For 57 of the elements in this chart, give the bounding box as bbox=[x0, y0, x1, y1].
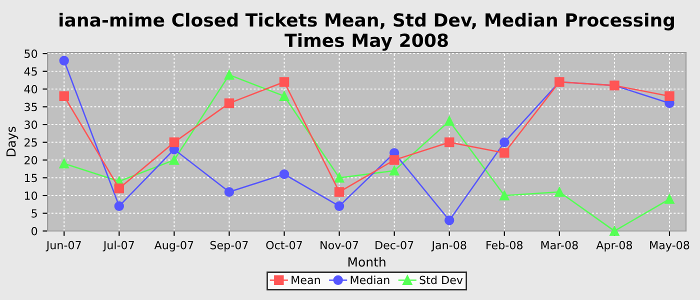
legend-label: Median bbox=[350, 276, 390, 284]
x-tick-label: Sep-07 bbox=[210, 240, 248, 252]
point bbox=[610, 226, 620, 236]
point bbox=[334, 201, 344, 212]
point bbox=[169, 137, 180, 148]
point bbox=[389, 155, 400, 165]
x-tick-label: Feb-08 bbox=[486, 240, 523, 250]
legend-label: Std Dev bbox=[420, 276, 463, 284]
y-tick-label: 0 bbox=[32, 226, 38, 236]
point bbox=[279, 91, 290, 102]
y-tick-label: 10 bbox=[24, 191, 38, 200]
legend-label: Mean bbox=[292, 276, 320, 284]
point bbox=[554, 187, 564, 197]
point bbox=[444, 116, 454, 126]
x-tick-label: Dec-07 bbox=[376, 240, 414, 250]
x-tick-label: Jun-07 bbox=[46, 240, 81, 252]
x-tick-label: Apr-08 bbox=[596, 240, 632, 252]
point bbox=[279, 77, 290, 87]
point bbox=[334, 172, 344, 183]
chart-title: iana-mime Closed Tickets Mean, Std Dev, Median Processing Times May 2008 bbox=[60, 12, 674, 51]
point bbox=[444, 137, 454, 148]
y-tick-label: 35 bbox=[24, 102, 37, 112]
point bbox=[224, 187, 234, 197]
x-tick-label: Aug-07 bbox=[154, 240, 194, 252]
point bbox=[224, 70, 234, 80]
point bbox=[279, 169, 290, 180]
point bbox=[664, 91, 674, 102]
x-tick-label: Oct-07 bbox=[266, 240, 302, 250]
point bbox=[334, 187, 344, 197]
point bbox=[59, 91, 69, 102]
y-axis-title: Days bbox=[6, 126, 18, 156]
point bbox=[114, 201, 124, 212]
point bbox=[664, 194, 674, 204]
point bbox=[59, 158, 69, 168]
x-tick-label: Jul-07 bbox=[102, 240, 134, 252]
x-tick-label: Nov-07 bbox=[320, 240, 358, 250]
y-tick-label: 40 bbox=[24, 85, 38, 94]
x-tick-label: Mar-08 bbox=[541, 240, 578, 250]
point bbox=[114, 184, 124, 194]
point bbox=[389, 166, 400, 176]
y-tick-label: 25 bbox=[24, 138, 37, 147]
point bbox=[224, 98, 234, 108]
point bbox=[500, 148, 510, 158]
y-tick-label: 45 bbox=[24, 67, 37, 76]
point bbox=[500, 190, 510, 200]
y-tick-label: 50 bbox=[24, 50, 38, 58]
point bbox=[444, 215, 454, 226]
x-tick-label: May-08 bbox=[650, 240, 690, 252]
point bbox=[59, 56, 69, 66]
point bbox=[500, 137, 510, 148]
x-axis-title: Month bbox=[348, 257, 386, 267]
point bbox=[169, 155, 180, 165]
y-tick-label: 15 bbox=[24, 174, 37, 182]
x-tick-label: Jan-08 bbox=[431, 240, 466, 252]
y-tick-label: 5 bbox=[32, 209, 37, 218]
y-tick-label: 20 bbox=[24, 156, 38, 164]
y-tick-label: 30 bbox=[24, 120, 38, 129]
